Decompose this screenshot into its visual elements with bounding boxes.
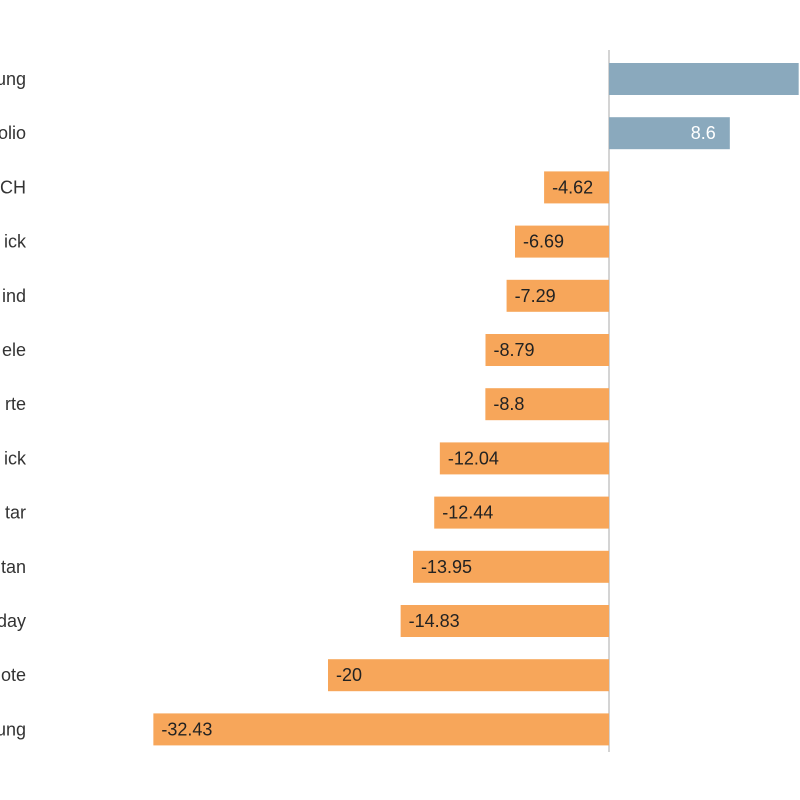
category-label-4: ind: [2, 286, 26, 306]
bar-3: [515, 225, 609, 258]
bar-6: [485, 388, 609, 421]
value-label-8: -12.44: [442, 503, 493, 523]
bar-7: [439, 442, 609, 475]
category-label-10: day: [0, 611, 26, 631]
bar-9: [413, 550, 609, 583]
category-label-12: ung: [0, 719, 26, 739]
value-label-1: 8.6: [691, 123, 716, 143]
category-label-2: CH: [0, 177, 26, 197]
category-label-6: rte: [5, 394, 26, 414]
category-label-1: olio: [0, 123, 26, 143]
category-label-0: ung: [0, 69, 26, 89]
value-label-10: -14.83: [409, 611, 460, 631]
value-label-11: -20: [336, 665, 362, 685]
value-label-9: -13.95: [421, 557, 472, 577]
bar-5: [485, 334, 609, 366]
bar-1: [609, 117, 730, 150]
category-label-5: ele: [2, 340, 26, 360]
bar-0: [609, 63, 799, 95]
bar-4: [506, 279, 609, 312]
bar-12: [153, 713, 609, 746]
category-label-8: tar: [5, 503, 26, 523]
value-label-4: -7.29: [515, 286, 556, 306]
value-label-7: -12.04: [448, 448, 499, 468]
value-label-6: -8.8: [493, 394, 524, 414]
value-label-12: -32.43: [161, 719, 212, 739]
category-label-3: ick: [4, 232, 27, 252]
value-label-3: -6.69: [523, 232, 564, 252]
bar-2: [544, 171, 609, 204]
value-label-2: -4.62: [552, 177, 593, 197]
bar-10: [400, 605, 609, 637]
value-label-5: -8.79: [494, 340, 535, 360]
category-label-11: ote: [1, 665, 26, 685]
category-label-9: tan: [1, 557, 26, 577]
category-label-7: ick: [4, 448, 27, 468]
bar-8: [434, 496, 609, 529]
bar-11: [328, 659, 609, 692]
